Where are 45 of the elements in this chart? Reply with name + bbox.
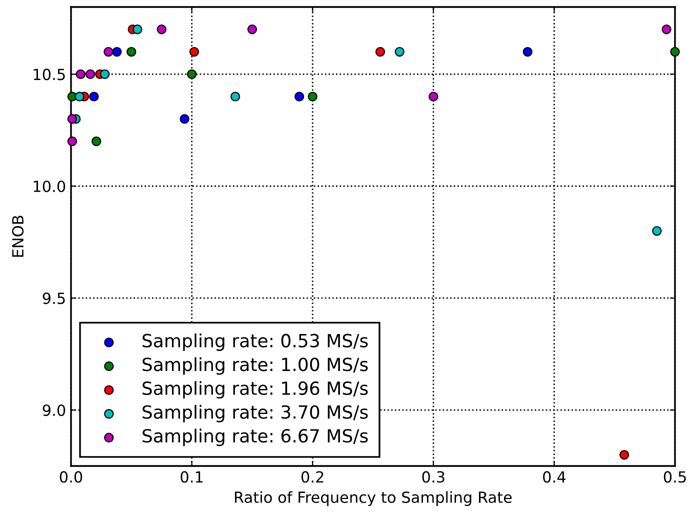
point [74,92,84,102]
x-tick-label: 0.3 [422,471,444,483]
point [522,46,532,57]
y-tick-label: 9.0 [42,404,66,416]
point [126,46,136,57]
x-axis-title: Ratio of Frequency to Sampling Rate [234,491,512,506]
legend-label: Sampling rate: 3.70 MS/s [142,404,368,422]
point [92,136,102,146]
x-tick-label: 0.2 [301,471,324,483]
legend-label: Sampling rate: 1.00 MS/s [142,357,368,375]
legend-label: Sampling rate: 6.67 MS/s [142,428,368,446]
point [428,92,438,102]
point [189,46,200,57]
legend-label: Sampling rate: 1.96 MS/s [142,381,368,399]
x-tick-label: 0.4 [543,471,566,483]
legend-label: Sampling rate: 0.53 MS/s [142,333,368,351]
y-tick-label: 9.5 [42,292,65,304]
point [662,24,672,34]
x-tick-label: 0.0 [60,471,82,483]
point [104,46,114,57]
x-tick-label: 0.1 [180,471,203,483]
point [67,114,78,124]
point [76,69,86,80]
point [112,46,122,57]
point [375,46,386,57]
point [89,92,99,102]
point [619,450,630,460]
point [186,69,197,80]
point [670,46,680,57]
point [67,136,78,146]
point [247,24,258,34]
point [652,226,662,236]
point [308,92,318,102]
y-axis-title: ENOB [12,216,24,257]
point [294,92,304,102]
point [85,69,96,80]
point [230,92,240,102]
point [180,114,190,124]
x-tick-label: 0.5 [664,471,686,483]
point [132,24,142,34]
y-tick-label: 10.5 [34,68,65,80]
point [394,46,404,57]
point [156,24,166,34]
y-tick-label: 10.0 [34,180,66,192]
point [100,69,110,80]
